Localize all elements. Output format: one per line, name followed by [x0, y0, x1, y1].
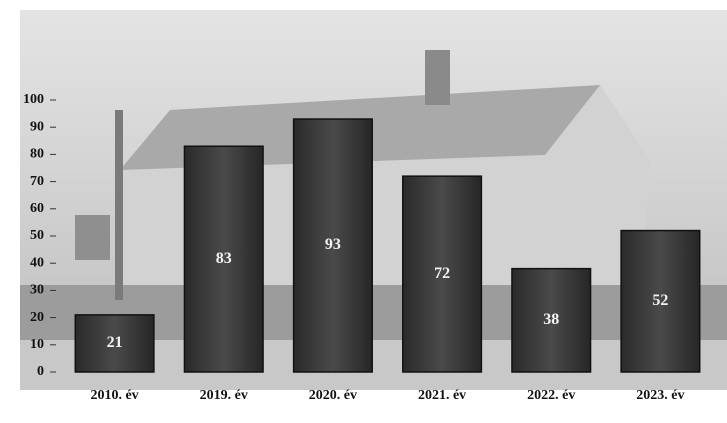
x-tick-label: 2019. év — [200, 388, 248, 403]
bar — [620, 229, 701, 373]
y-tick-label: 60 — [30, 201, 44, 216]
y-tick-label: 20 — [30, 310, 44, 325]
bar — [511, 267, 592, 373]
bar — [183, 145, 264, 373]
data-label: 83 — [216, 250, 232, 267]
x-tick-label: 2010. év — [90, 388, 138, 403]
y-tick-label: 90 — [30, 119, 44, 134]
x-tick-label: 2022. év — [527, 388, 575, 403]
y-tick-label: 40 — [30, 255, 44, 270]
y-tick-label: 0 — [37, 364, 44, 379]
data-label: 72 — [434, 265, 450, 282]
bar — [402, 175, 483, 373]
data-label: 38 — [543, 311, 559, 328]
data-label: 93 — [325, 236, 341, 253]
y-tick-label: 10 — [30, 337, 44, 352]
bar — [292, 118, 373, 373]
y-tick-label: 80 — [30, 147, 44, 162]
y-tick-label: 70 — [30, 174, 44, 189]
data-label: 52 — [652, 292, 668, 309]
bar — [74, 314, 155, 373]
x-tick-label: 2021. év — [418, 388, 466, 403]
y-tick-label: 100 — [23, 92, 44, 107]
data-label: 21 — [107, 334, 123, 351]
y-tick-label: 50 — [30, 228, 44, 243]
x-tick-label: 2023. év — [636, 388, 684, 403]
x-tick-label: 2020. év — [309, 388, 357, 403]
y-tick-label: 30 — [30, 283, 44, 298]
